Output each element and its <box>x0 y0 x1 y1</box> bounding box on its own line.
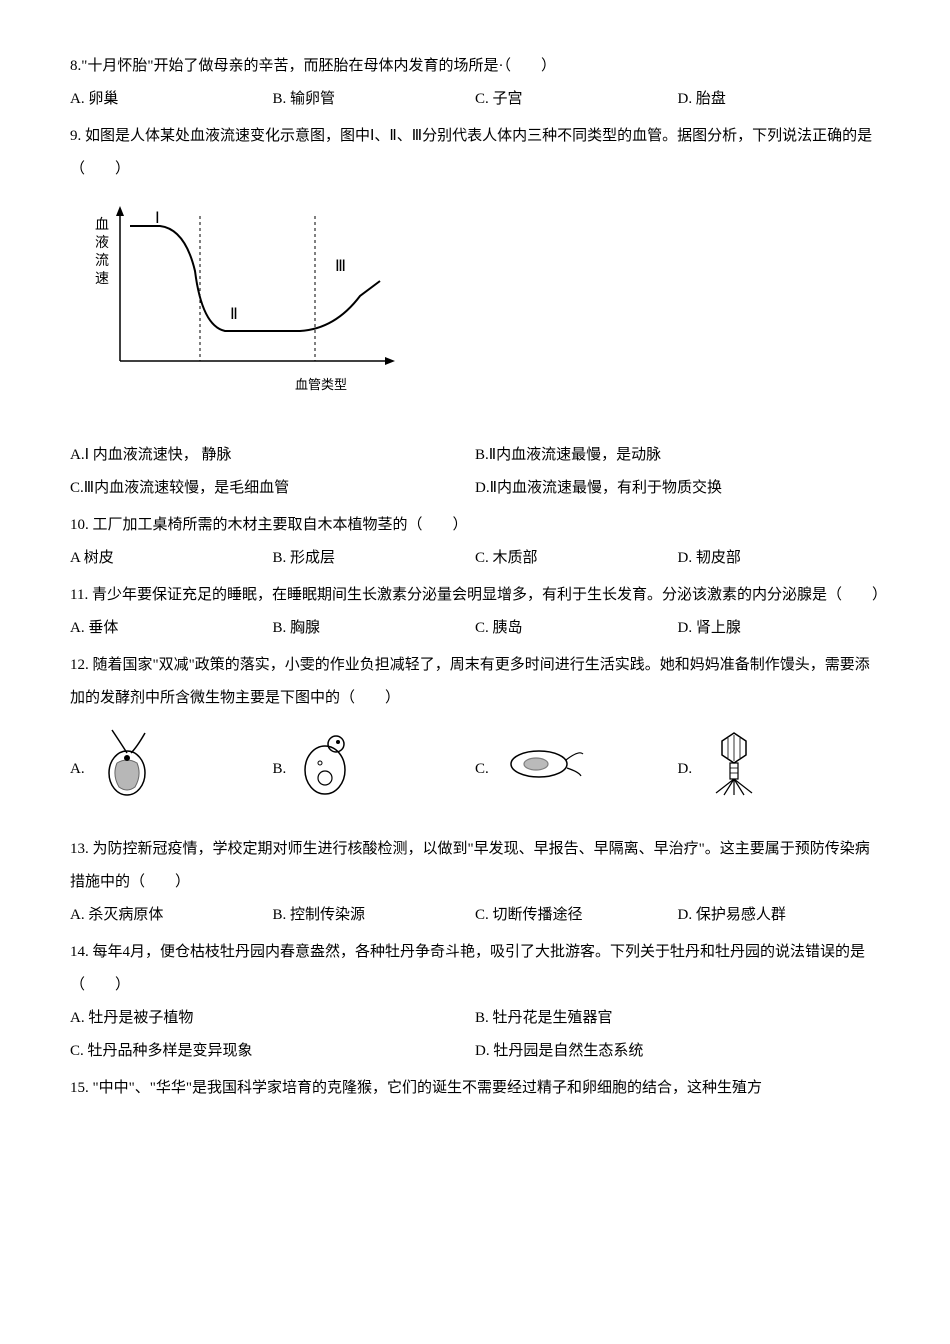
q11-option-b: B. 胸腺 <box>273 612 476 645</box>
question-14: 14. 每年4月，便仓枯枝牡丹园内春意盎然，各种牡丹争奇斗艳，吸引了大批游客。下… <box>70 936 880 1068</box>
q8-option-c: C. 子宫 <box>475 83 678 116</box>
q12-option-c-wrap: C. <box>475 740 678 798</box>
q12-option-a-wrap: A. <box>70 725 273 813</box>
paramecium-icon <box>501 740 586 798</box>
question-12-options: A. B. <box>70 725 880 813</box>
yeast-icon <box>298 728 353 811</box>
chart-svg: 血 液 流 速 血管类型 Ⅰ Ⅱ Ⅲ <box>80 201 410 396</box>
question-9-options-row1: A.Ⅰ 内血液流速快， 静脉 B.Ⅱ内血液流速最慢，是动脉 <box>70 439 880 472</box>
q10-option-c: C. 木质部 <box>475 542 678 575</box>
question-9-options-row2: C.Ⅲ内血液流速较慢，是毛细血管 D.Ⅱ内血液流速最慢，有利于物质交换 <box>70 472 880 505</box>
blood-flow-chart: 血 液 流 速 血管类型 Ⅰ Ⅱ Ⅲ <box>80 201 880 409</box>
question-8-options: A. 卵巢 B. 输卵管 C. 子宫 D. 胎盘 <box>70 83 880 116</box>
q12-option-d: D. <box>678 753 693 786</box>
chart-y-label-3: 流 <box>95 253 109 269</box>
question-8: 8."十月怀胎"开始了做母亲的辛苦，而胚胎在母体内发育的场所是·（ ） A. 卵… <box>70 50 880 116</box>
q13-option-b: B. 控制传染源 <box>273 899 476 932</box>
q8-option-d: D. 胎盘 <box>678 83 881 116</box>
q8-option-a: A. 卵巢 <box>70 83 273 116</box>
question-14-text: 14. 每年4月，便仓枯枝牡丹园内春意盎然，各种牡丹争奇斗艳，吸引了大批游客。下… <box>70 936 880 1002</box>
q11-option-a: A. 垂体 <box>70 612 273 645</box>
question-8-text: 8."十月怀胎"开始了做母亲的辛苦，而胚胎在母体内发育的场所是·（ ） <box>70 50 880 83</box>
chart-region-2: Ⅱ <box>230 306 238 323</box>
q14-option-b: B. 牡丹花是生殖器官 <box>475 1002 880 1035</box>
bacteriophage-icon <box>704 728 764 811</box>
question-11: 11. 青少年要保证充足的睡眠，在睡眠期间生长激素分泌量会明显增多，有利于生长发… <box>70 579 880 645</box>
q12-option-d-wrap: D. <box>678 728 881 811</box>
q10-option-d: D. 韧皮部 <box>678 542 881 575</box>
q13-option-a: A. 杀灭病原体 <box>70 899 273 932</box>
q9-option-a: A.Ⅰ 内血液流速快， 静脉 <box>70 439 475 472</box>
q9-option-d: D.Ⅱ内血液流速最慢，有利于物质交换 <box>475 472 880 505</box>
question-10-options: A 树皮 B. 形成层 C. 木质部 D. 韧皮部 <box>70 542 880 575</box>
q12-option-b-wrap: B. <box>273 728 476 811</box>
question-9: 9. 如图是人体某处血液流速变化示意图，图中Ⅰ、Ⅱ、Ⅲ分别代表人体内三种不同类型… <box>70 120 880 505</box>
q10-option-b: B. 形成层 <box>273 542 476 575</box>
q12-option-c: C. <box>475 753 489 786</box>
question-10: 10. 工厂加工桌椅所需的木材主要取自木本植物茎的（ ） A 树皮 B. 形成层… <box>70 509 880 575</box>
question-14-options-row1: A. 牡丹是被子植物 B. 牡丹花是生殖器官 <box>70 1002 880 1035</box>
q12-option-a: A. <box>70 753 85 786</box>
question-10-text: 10. 工厂加工桌椅所需的木材主要取自木本植物茎的（ ） <box>70 509 880 542</box>
q13-option-d: D. 保护易感人群 <box>678 899 881 932</box>
question-11-options: A. 垂体 B. 胸腺 C. 胰岛 D. 肾上腺 <box>70 612 880 645</box>
question-13-options: A. 杀灭病原体 B. 控制传染源 C. 切断传播途径 D. 保护易感人群 <box>70 899 880 932</box>
chart-region-3: Ⅲ <box>335 258 346 275</box>
q10-option-a: A 树皮 <box>70 542 273 575</box>
chart-x-label: 血管类型 <box>295 377 347 392</box>
question-9-text: 9. 如图是人体某处血液流速变化示意图，图中Ⅰ、Ⅱ、Ⅲ分别代表人体内三种不同类型… <box>70 120 880 186</box>
question-12-text: 12. 随着国家"双减"政策的落实，小雯的作业负担减轻了，周末有更多时间进行生活… <box>70 649 880 715</box>
q12-option-b: B. <box>273 753 287 786</box>
question-13: 13. 为防控新冠疫情，学校定期对师生进行核酸检测，以做到"早发现、早报告、早隔… <box>70 833 880 932</box>
chart-y-label-2: 液 <box>95 235 109 251</box>
q14-option-a: A. 牡丹是被子植物 <box>70 1002 475 1035</box>
q13-option-c: C. 切断传播途径 <box>475 899 678 932</box>
chart-region-1: Ⅰ <box>155 210 160 227</box>
chlamydomonas-icon <box>97 725 157 813</box>
q11-option-c: C. 胰岛 <box>475 612 678 645</box>
q8-option-b: B. 输卵管 <box>273 83 476 116</box>
question-14-options-row2: C. 牡丹品种多样是变异现象 D. 牡丹园是自然生态系统 <box>70 1035 880 1068</box>
q14-option-d: D. 牡丹园是自然生态系统 <box>475 1035 880 1068</box>
question-12: 12. 随着国家"双减"政策的落实，小雯的作业负担减轻了，周末有更多时间进行生活… <box>70 649 880 813</box>
question-15: 15. "中中"、"华华"是我国科学家培育的克隆猴，它们的诞生不需要经过精子和卵… <box>70 1072 880 1105</box>
question-11-text: 11. 青少年要保证充足的睡眠，在睡眠期间生长激素分泌量会明显增多，有利于生长发… <box>70 579 880 612</box>
chart-y-label-1: 血 <box>95 217 109 233</box>
q14-option-c: C. 牡丹品种多样是变异现象 <box>70 1035 475 1068</box>
question-15-text: 15. "中中"、"华华"是我国科学家培育的克隆猴，它们的诞生不需要经过精子和卵… <box>70 1072 880 1105</box>
q9-option-b: B.Ⅱ内血液流速最慢，是动脉 <box>475 439 880 472</box>
question-13-text: 13. 为防控新冠疫情，学校定期对师生进行核酸检测，以做到"早发现、早报告、早隔… <box>70 833 880 899</box>
chart-y-label-4: 速 <box>95 271 109 287</box>
q9-option-c: C.Ⅲ内血液流速较慢，是毛细血管 <box>70 472 475 505</box>
q11-option-d: D. 肾上腺 <box>678 612 881 645</box>
